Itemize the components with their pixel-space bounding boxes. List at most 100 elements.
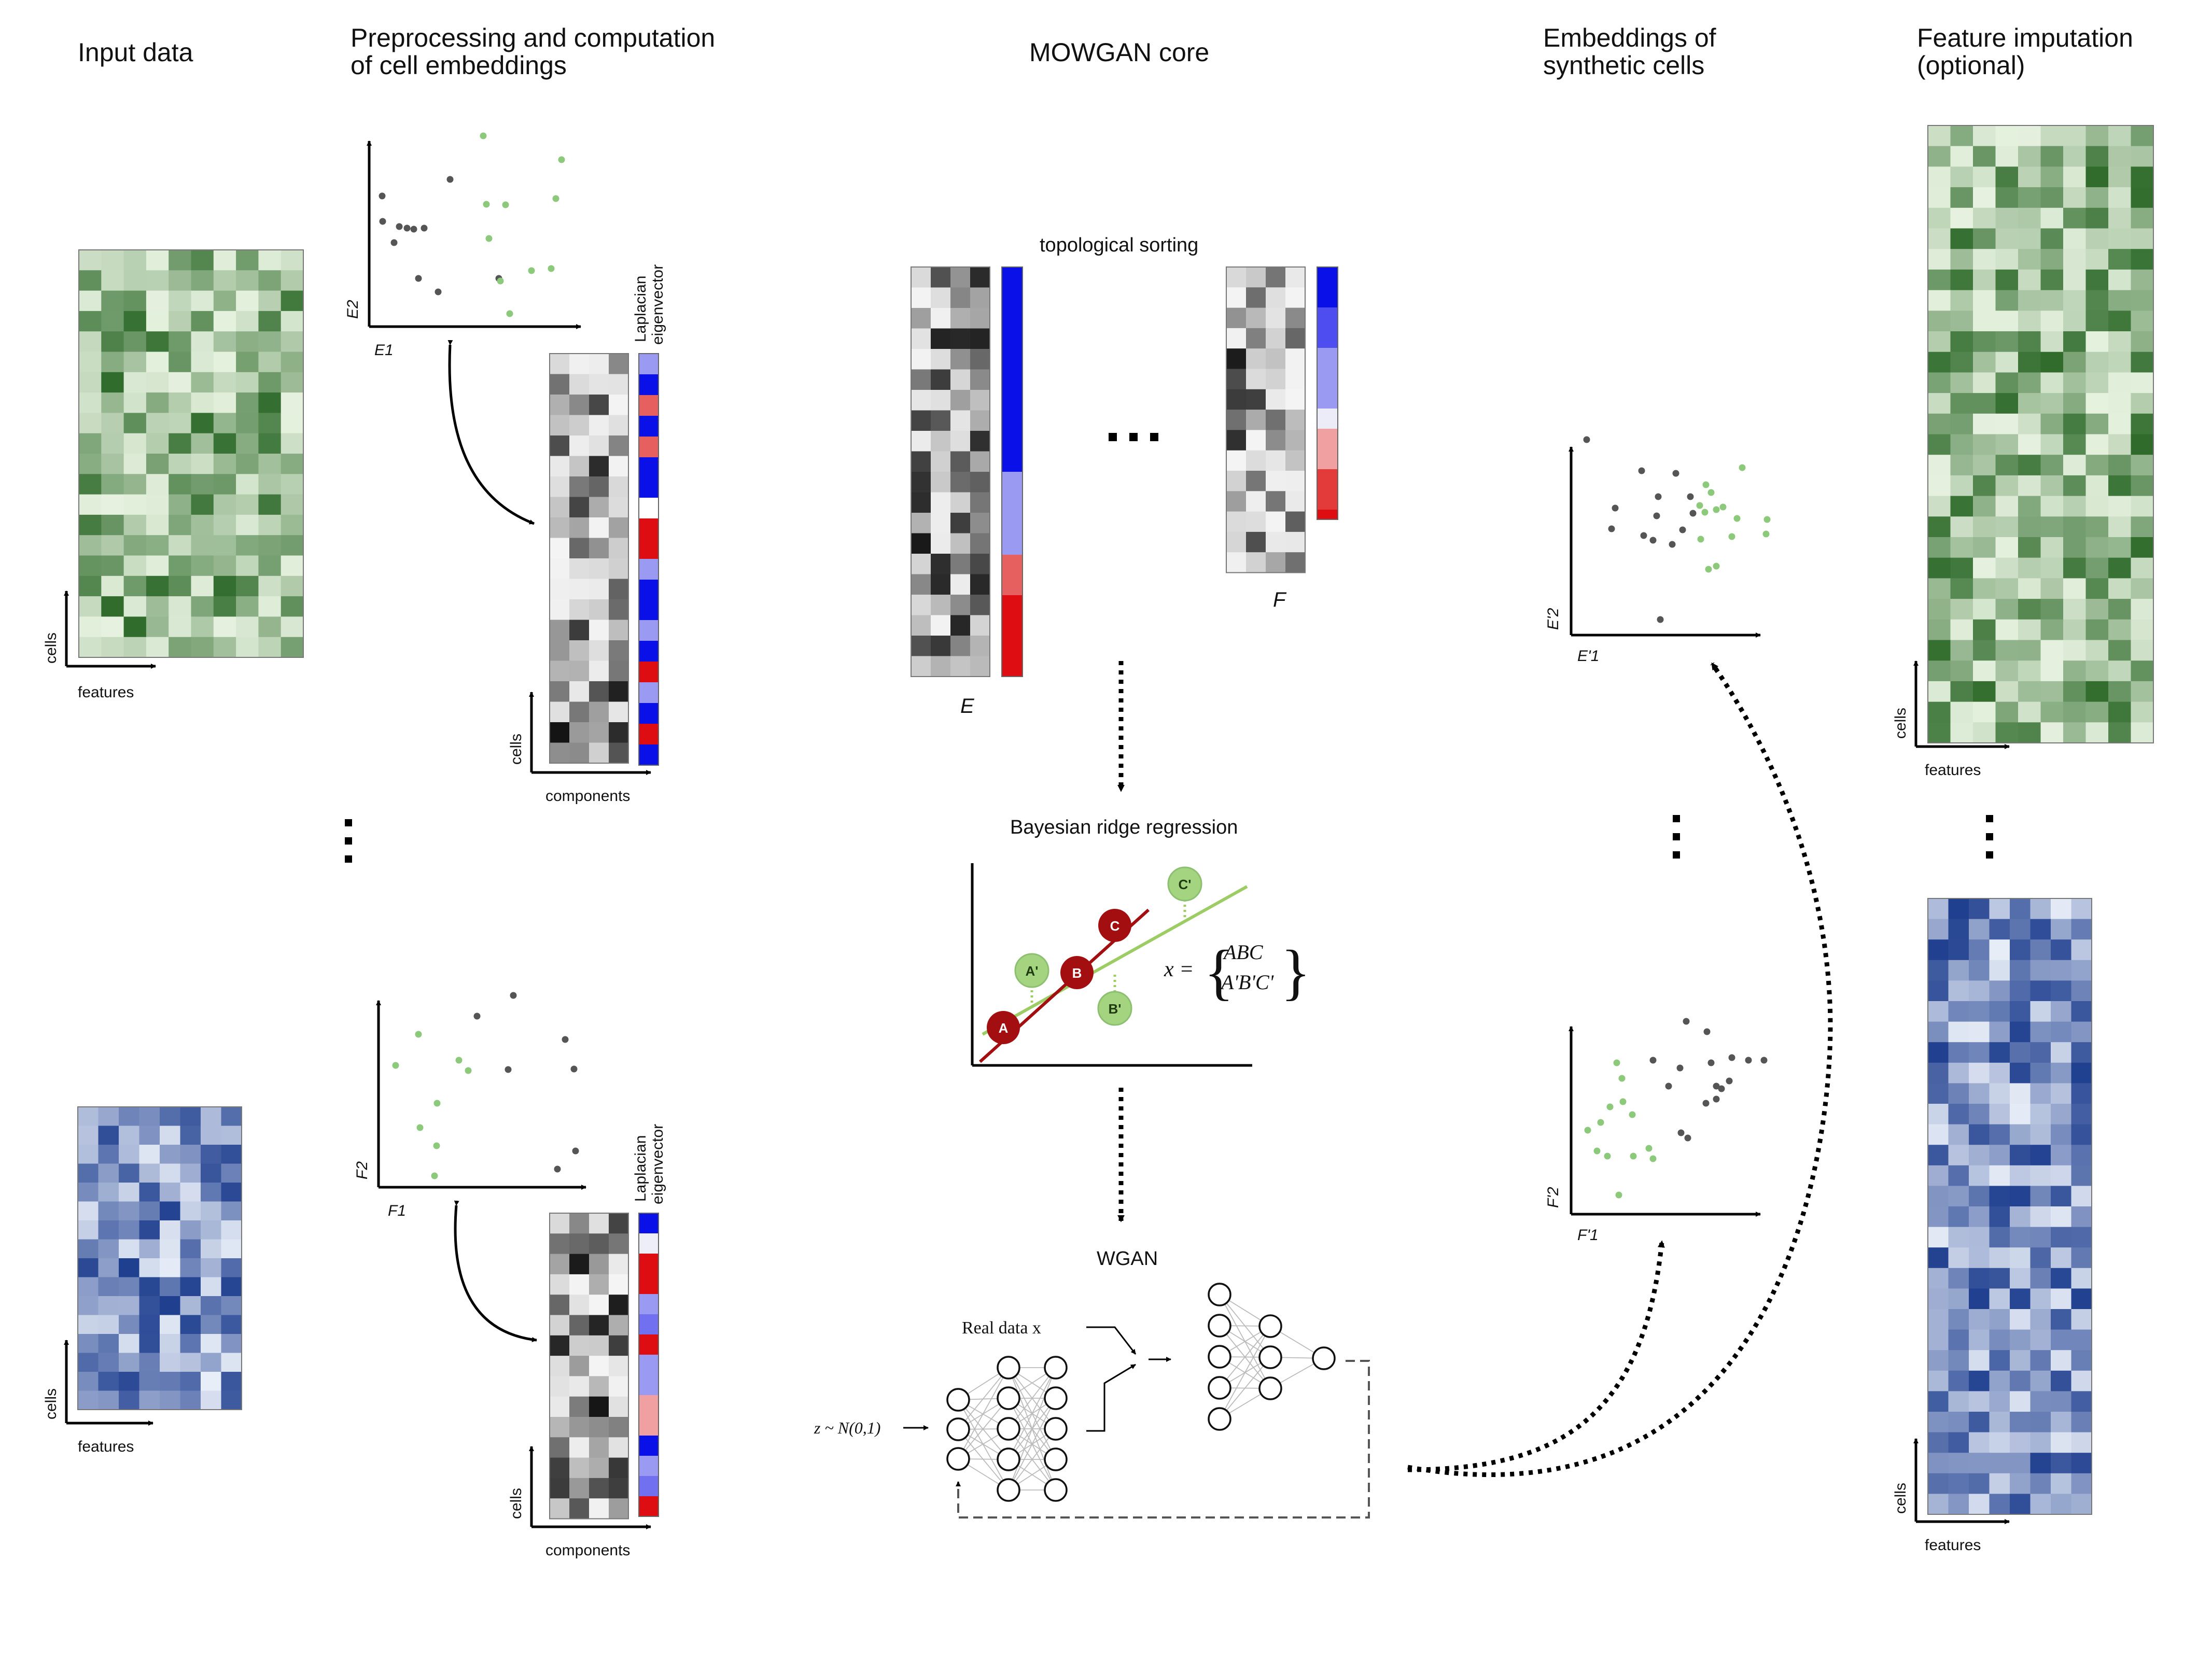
heatmap-cell — [213, 616, 236, 638]
heatmap-cell — [213, 311, 236, 332]
heatmap-cell — [160, 1239, 181, 1259]
heatmap-cell — [1989, 1145, 2010, 1166]
heatmap-cell — [931, 636, 951, 657]
scatter-eprime-xlabel: E'1 — [1577, 648, 1599, 665]
heatmap-cell — [78, 1201, 99, 1221]
imputed-heatmap-blue — [1927, 898, 2092, 1515]
heatmap-cell — [569, 374, 590, 395]
heatmap-cell — [1948, 1145, 1969, 1166]
heatmap-cell — [1973, 599, 1996, 620]
heatmap-cell — [1928, 919, 1949, 940]
heatmap-cell — [931, 287, 951, 308]
heatmap-cell — [550, 1315, 570, 1336]
scatter-e-xlabel: E1 — [374, 342, 394, 359]
heatmap-cell — [98, 1390, 119, 1410]
heatmap-cell — [2131, 475, 2154, 497]
heatmap-cell — [1928, 557, 1951, 579]
heatmap-cell — [281, 494, 304, 515]
heatmap-cell — [1948, 960, 1969, 981]
heatmap-cell — [98, 1163, 119, 1183]
heatmap-cell — [2040, 125, 2064, 147]
heatmap-cell — [569, 1254, 590, 1275]
heatmap-cell — [2108, 331, 2132, 353]
heatmap-cell — [2010, 960, 2031, 981]
heatmap-cell — [2040, 290, 2064, 311]
heatmap-cell — [1995, 146, 2019, 167]
heatmap-cell — [950, 369, 971, 390]
heatmap-cell — [180, 1163, 201, 1183]
scatter-point — [392, 1062, 399, 1069]
heatmap-cell — [2071, 1104, 2092, 1125]
scatter-eprime-points — [1583, 436, 1771, 623]
heatmap-cell — [1928, 413, 1951, 435]
heatmap-cell — [1928, 1083, 1949, 1104]
heatmap-cell — [101, 494, 124, 515]
heatmap-cell — [2030, 1124, 2051, 1145]
heatmap-cell — [180, 1126, 201, 1145]
heatmap-cell — [950, 615, 971, 636]
scatter-point — [1702, 1100, 1710, 1107]
heatmap-cell — [1989, 1247, 2010, 1269]
heatmap-cell — [1948, 1247, 1969, 1269]
heatmap-cell — [169, 413, 192, 434]
heatmap-cell — [2131, 660, 2154, 682]
heatmap-cell — [2063, 187, 2087, 208]
heatmap-cell — [2131, 207, 2154, 229]
heatmap-cell — [2051, 1042, 2072, 1063]
heatmap-cell — [589, 538, 609, 559]
heatmap-cell — [123, 514, 147, 536]
heatmap-cell — [101, 474, 124, 495]
heatmap-cell — [1995, 311, 2019, 332]
heatmap-cell — [78, 1183, 99, 1202]
heatmap-cell — [2010, 1288, 2031, 1310]
heatmap-cell — [98, 1183, 119, 1202]
heatmap-cell — [1928, 1165, 1949, 1186]
heatmap-cell — [1995, 125, 2019, 147]
heatmap-cell — [1995, 331, 2019, 353]
heatmap-cell — [1928, 331, 1951, 353]
heatmap-cell — [609, 681, 629, 702]
heatmap-cell — [1928, 1329, 1949, 1351]
heatmap-cell — [281, 637, 304, 658]
scatter-fprime-xlabel: F'1 — [1577, 1227, 1599, 1244]
heatmap-cell — [221, 1334, 242, 1354]
heatmap-cell — [1989, 1227, 2010, 1248]
heatmap-cell — [2131, 352, 2154, 373]
heatmap-cell — [281, 596, 304, 617]
components-e-axes — [529, 692, 651, 775]
heatmap-cell — [2085, 146, 2109, 167]
heatmap-cell — [1969, 1104, 1990, 1125]
heatmap-cell — [1928, 125, 1951, 147]
heatmap-cell — [1928, 1042, 1949, 1063]
heatmap-cell — [79, 250, 102, 271]
heatmap-cell — [2051, 1247, 2072, 1269]
heatmap-cell — [1285, 491, 1306, 512]
heatmap-cell — [2040, 681, 2064, 702]
heatmap-cell — [1246, 369, 1266, 390]
laplacian-cell — [639, 1314, 659, 1334]
heatmap-cell — [160, 1315, 181, 1334]
heatmap-cell — [1948, 1062, 1969, 1084]
heatmap-cell — [550, 517, 570, 539]
heatmap-cell — [2085, 722, 2109, 743]
heatmap-cell — [201, 1372, 222, 1391]
heatmap-cell — [2131, 331, 2154, 353]
heatmap-cell — [2040, 228, 2064, 249]
heatmap-cell — [1948, 1227, 1969, 1248]
heatmap-cell — [1928, 207, 1951, 229]
network-node — [1258, 1345, 1282, 1369]
heatmap-cell — [1973, 722, 1996, 743]
heatmap-cell — [2085, 578, 2109, 599]
heatmap-cell — [180, 1145, 201, 1164]
heatmap-cell — [550, 681, 570, 702]
laplacian-cell — [639, 703, 659, 724]
heatmap-cell — [2051, 1412, 2072, 1433]
heatmap-cell — [950, 390, 971, 411]
scatter-point — [1745, 1057, 1752, 1064]
heatmap-cell — [911, 267, 931, 288]
heatmap-cell — [2108, 455, 2132, 476]
heatmap-cell — [1973, 290, 1996, 311]
heatmap-cell — [569, 1376, 590, 1397]
curved-arrow-f — [454, 1200, 537, 1342]
heatmap-cell — [911, 472, 931, 493]
